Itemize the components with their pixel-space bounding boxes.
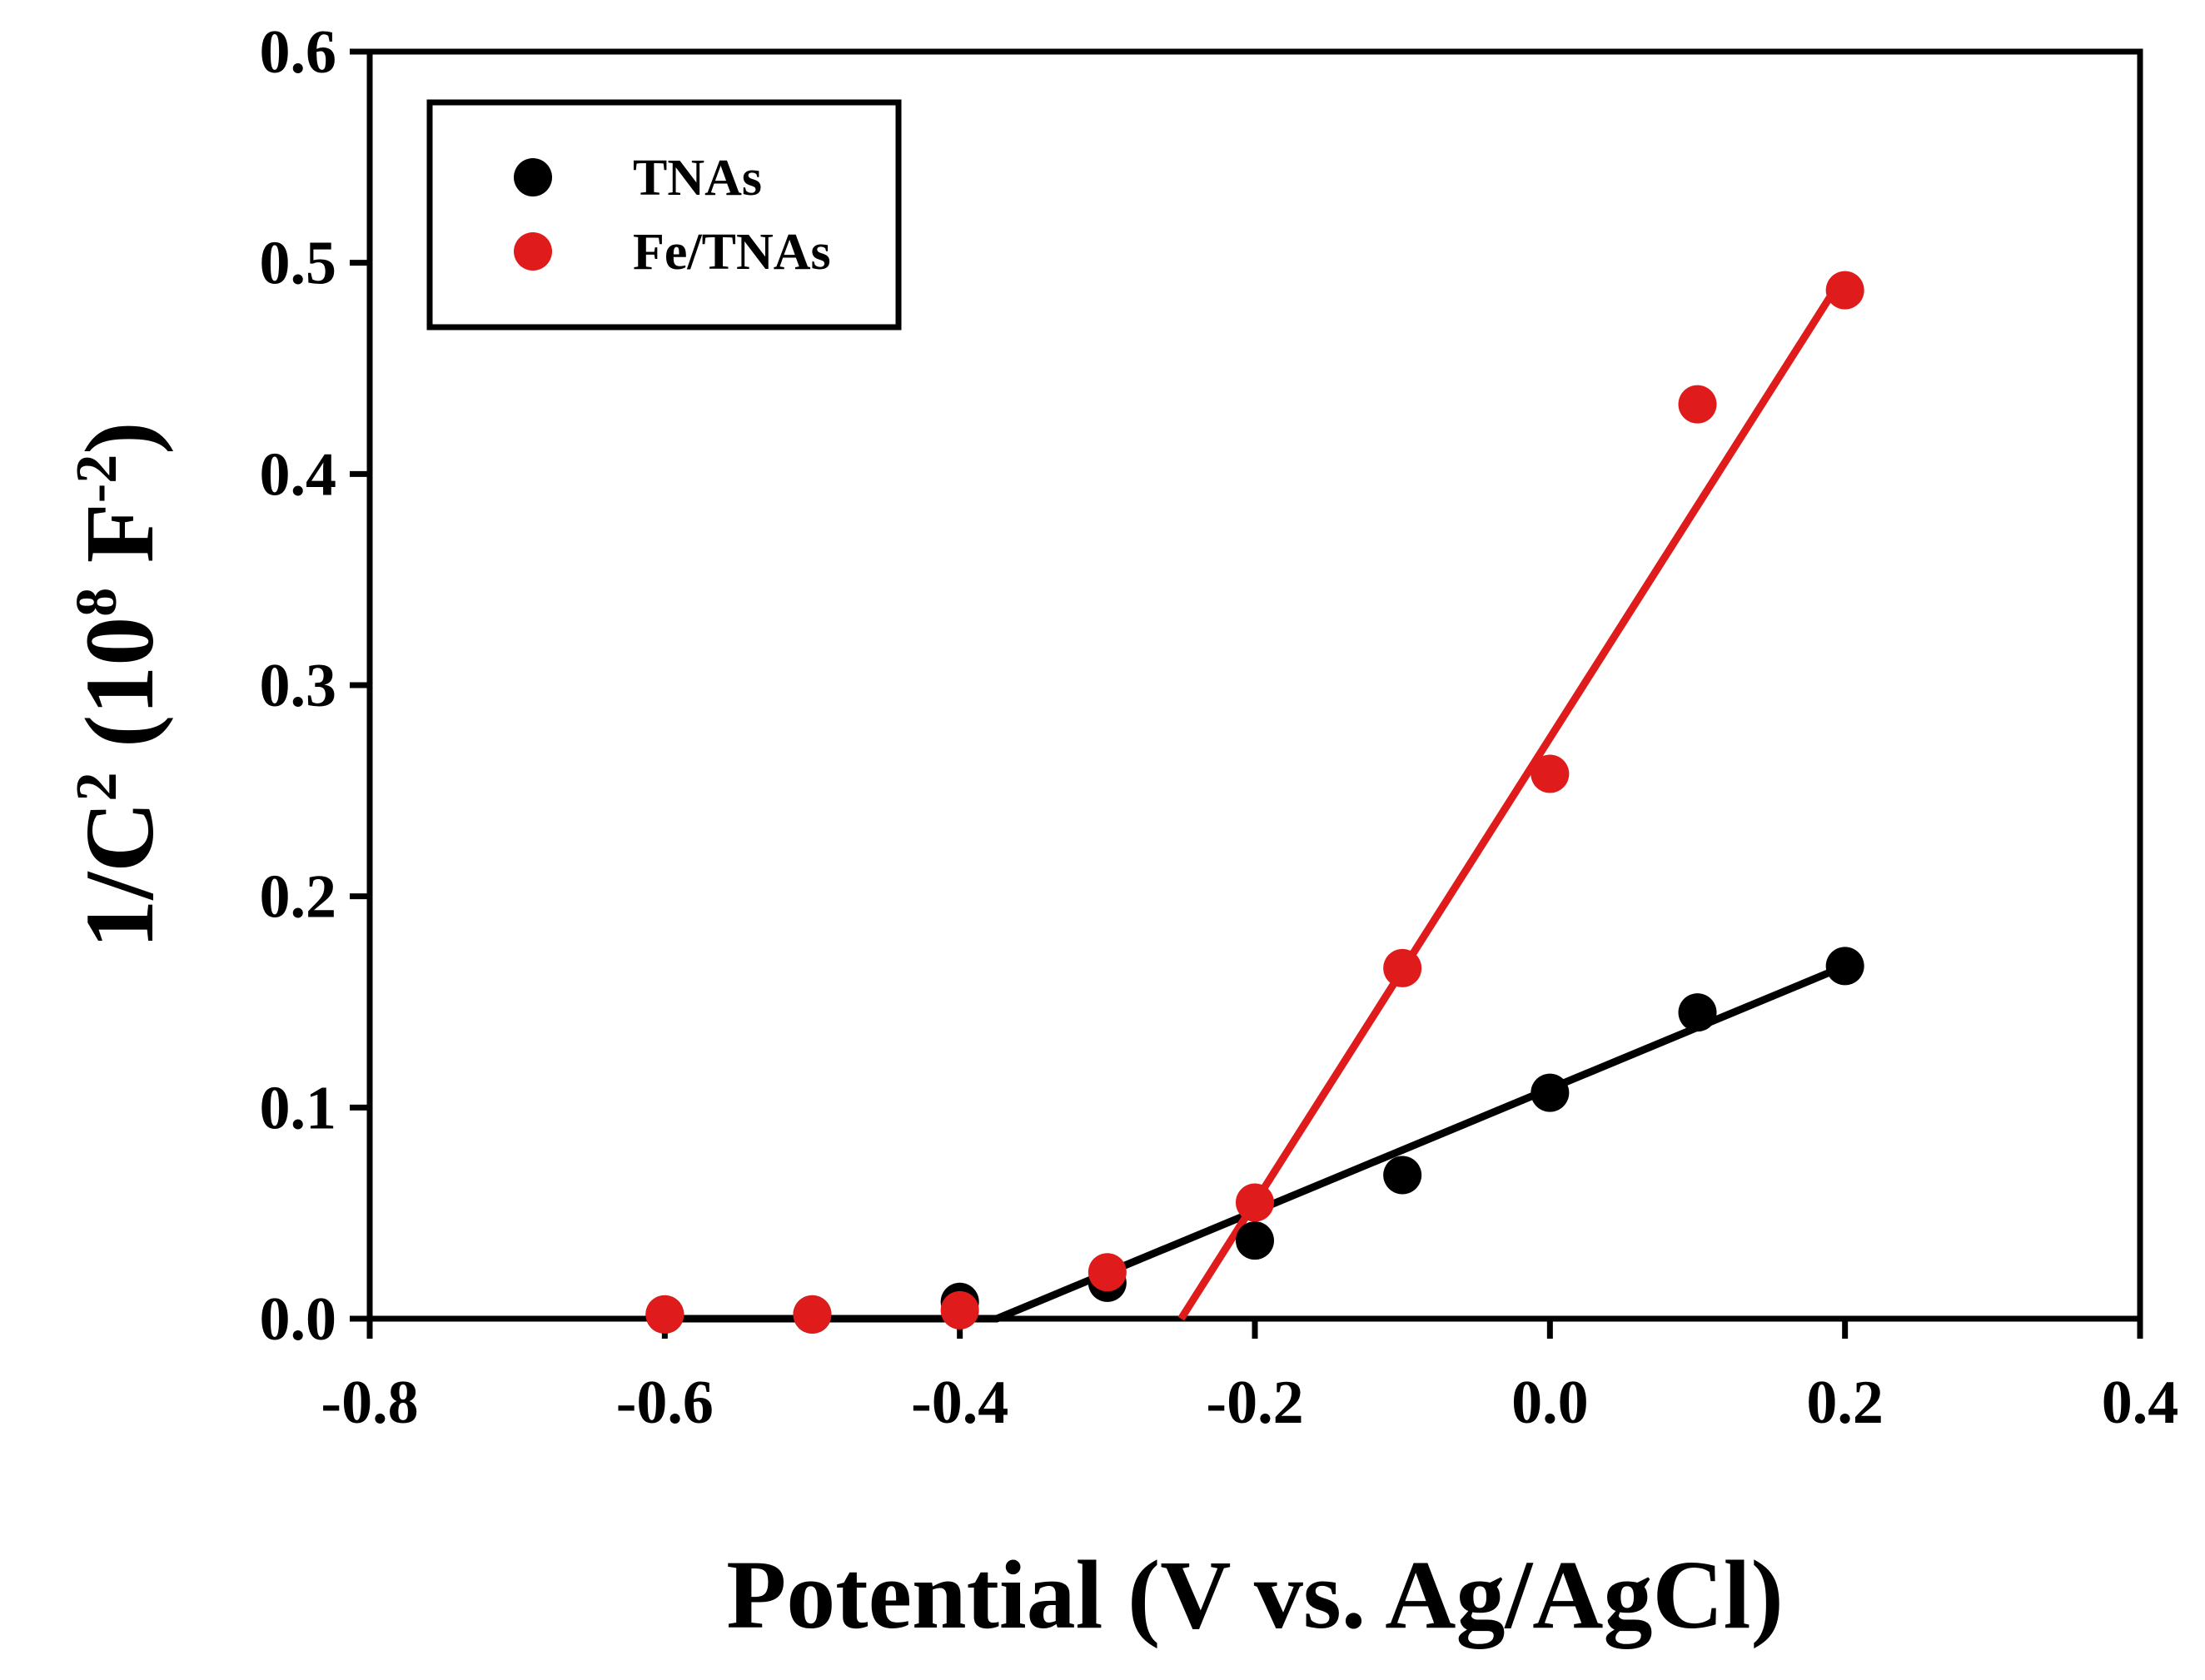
- data-points: [645, 271, 1864, 1334]
- y-axis-title: 1/C2 (108 F-2): [65, 422, 174, 949]
- data-point-tnas: [1383, 1156, 1422, 1195]
- y-tick-label: 0.3: [260, 652, 337, 720]
- x-tick-label: -0.6: [616, 1369, 714, 1437]
- y-axis-title-middle: (10: [65, 617, 174, 773]
- y-tick-label: 0.1: [260, 1074, 337, 1142]
- x-tick-label: -0.4: [911, 1369, 1008, 1437]
- data-point-fe-tnas: [1531, 754, 1570, 793]
- data-point-fe-tnas: [940, 1290, 979, 1330]
- y-tick-label: 0.4: [260, 440, 337, 509]
- data-point-fe-tnas: [1383, 948, 1422, 987]
- legend-label-fe-tnas: Fe/TNAs: [633, 224, 831, 281]
- legend-label-tnas: TNAs: [633, 150, 762, 206]
- data-point-tnas: [1531, 1073, 1570, 1112]
- data-point-fe-tnas: [1088, 1253, 1127, 1292]
- data-point-fe-tnas: [793, 1295, 832, 1334]
- data-point-fe-tnas: [645, 1295, 684, 1334]
- legend: TNAs Fe/TNAs: [426, 99, 902, 331]
- y-tick-label: 0.6: [260, 18, 337, 87]
- fit-line-fe-tnas: [1177, 271, 1849, 1321]
- legend-marker-tnas: [514, 158, 552, 196]
- y-axis-title-suffix: ): [65, 422, 174, 455]
- x-tick-label: -0.8: [321, 1369, 418, 1437]
- x-axis-ticks: -0.8 -0.6 -0.4 -0.2 0.0 0.2 0.4: [321, 1319, 2178, 1437]
- data-point-fe-tnas: [1825, 271, 1864, 310]
- data-point-tnas: [1825, 947, 1864, 986]
- fit-line-tnas: [664, 962, 1847, 1323]
- y-tick-label: 0.5: [260, 230, 337, 298]
- y-axis-title-unit: F: [65, 503, 174, 588]
- x-tick-label: 0.2: [1806, 1369, 1884, 1437]
- y-axis-ticks: 0.0 0.1 0.2 0.3 0.4 0.5 0.6: [260, 18, 370, 1354]
- legend-marker-fe-tnas: [514, 232, 552, 271]
- x-tick-label: 0.4: [2102, 1369, 2179, 1437]
- x-tick-label: 0.0: [1511, 1369, 1589, 1437]
- y-tick-label: 0.2: [260, 863, 337, 932]
- data-point-tnas: [1678, 993, 1717, 1032]
- x-tick-label: -0.2: [1206, 1369, 1303, 1437]
- data-point-fe-tnas: [1678, 385, 1717, 424]
- legend-box: [426, 99, 902, 331]
- data-point-tnas: [1236, 1221, 1274, 1260]
- y-tick-label: 0.0: [260, 1285, 337, 1354]
- y-axis-title-sup-1: 2: [65, 773, 129, 802]
- fit-lines: [664, 271, 1849, 1323]
- data-point-fe-tnas: [1236, 1183, 1274, 1222]
- y-axis-title-prefix: 1/C: [65, 802, 174, 949]
- y-axis-title-sup-3: -2: [65, 455, 129, 503]
- y-axis-title-sup-2: 8: [65, 588, 129, 617]
- x-axis-title: Potential (V vs. Ag/AgCl): [726, 1540, 1784, 1649]
